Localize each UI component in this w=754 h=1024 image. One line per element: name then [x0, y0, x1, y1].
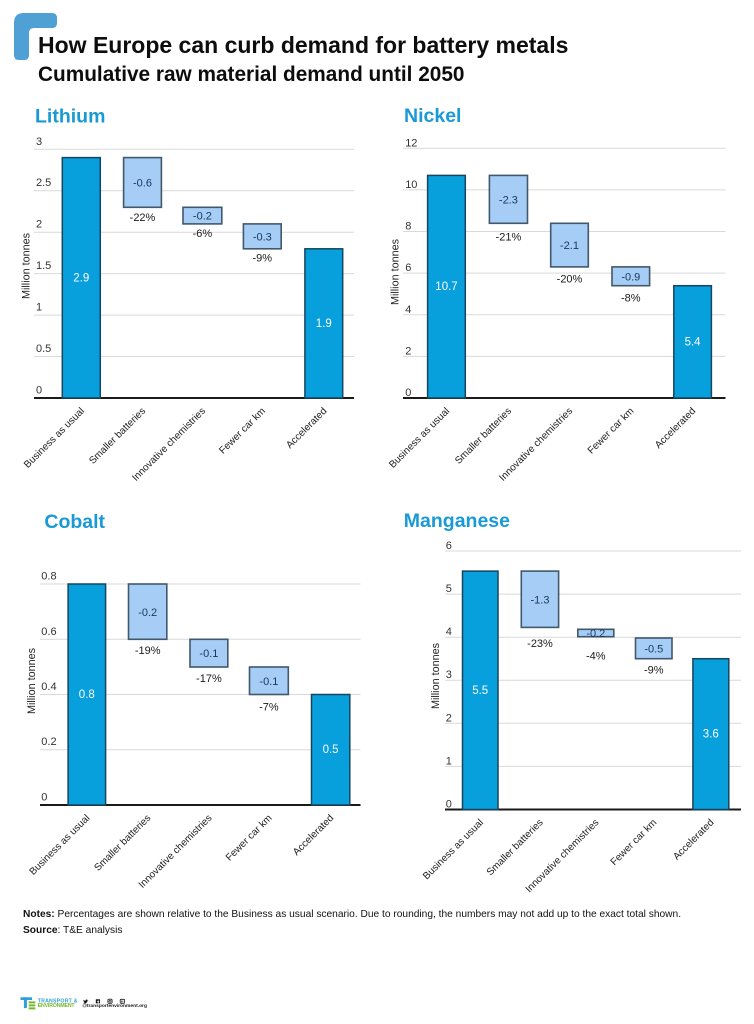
svg-text:-20%: -20%: [557, 274, 583, 286]
svg-text:Cobalt: Cobalt: [44, 511, 105, 533]
svg-text:-8%: -8%: [621, 293, 641, 305]
svg-text:Cumulative raw material demand: Cumulative raw material demand until 205…: [38, 63, 464, 86]
svg-text:TRANSPORT &: TRANSPORT &: [38, 999, 78, 1005]
svg-text:1.5: 1.5: [36, 260, 51, 272]
svg-text:0.2: 0.2: [41, 736, 56, 748]
svg-text:2.9: 2.9: [73, 272, 89, 284]
svg-text:Million tonnes: Million tonnes: [26, 647, 38, 714]
svg-text:0: 0: [36, 385, 42, 397]
svg-text:0.6: 0.6: [41, 626, 56, 638]
svg-text:Nickel: Nickel: [404, 105, 461, 127]
svg-text:-1.3: -1.3: [531, 594, 550, 606]
svg-text:Million tonnes: Million tonnes: [430, 642, 442, 709]
svg-text:0.4: 0.4: [41, 681, 56, 693]
svg-text:-0.1: -0.1: [259, 676, 278, 688]
svg-text:-9%: -9%: [644, 665, 664, 677]
svg-text:-17%: -17%: [196, 673, 222, 685]
svg-text:1: 1: [36, 302, 42, 314]
svg-text:-23%: -23%: [527, 638, 553, 650]
svg-text:2: 2: [446, 712, 452, 724]
svg-text:-4%: -4%: [586, 651, 606, 663]
svg-text:-0.2: -0.2: [193, 211, 212, 223]
svg-text:0.5: 0.5: [323, 744, 339, 756]
svg-text:Source: T&E analysis: Source: T&E analysis: [23, 925, 122, 936]
svg-text:-0.1: -0.1: [199, 648, 218, 660]
svg-text:0: 0: [405, 387, 411, 399]
svg-text:-0.2: -0.2: [586, 628, 605, 640]
svg-text:-9%: -9%: [253, 253, 273, 265]
svg-text:-0.3: -0.3: [253, 232, 272, 244]
svg-text:-0.9: -0.9: [621, 271, 640, 283]
svg-text:Million tonnes: Million tonnes: [21, 232, 33, 299]
svg-text:-7%: -7%: [259, 702, 279, 714]
svg-text:Notes: Percentages are shown r: Notes: Percentages are shown relative to…: [23, 909, 681, 920]
svg-text:2: 2: [405, 345, 411, 357]
svg-text:6: 6: [446, 540, 452, 552]
svg-text:10: 10: [405, 179, 417, 191]
svg-text:3: 3: [36, 136, 42, 148]
svg-text:transportenvironment.org: transportenvironment.org: [87, 1003, 147, 1009]
svg-text:-6%: -6%: [193, 228, 213, 240]
svg-text:10.7: 10.7: [435, 281, 457, 293]
svg-text:-2.3: -2.3: [499, 195, 518, 207]
svg-text:Million tonnes: Million tonnes: [390, 238, 402, 305]
svg-text:0.5: 0.5: [36, 343, 51, 355]
svg-text:Lithium: Lithium: [35, 106, 105, 128]
svg-text:Manganese: Manganese: [404, 510, 510, 532]
svg-text:1.9: 1.9: [316, 318, 332, 330]
svg-text:-19%: -19%: [135, 645, 161, 657]
svg-text:ENVIRONMENT: ENVIRONMENT: [38, 1003, 76, 1009]
svg-text:2.5: 2.5: [36, 177, 51, 189]
svg-text:3.6: 3.6: [703, 729, 719, 741]
svg-text:5: 5: [446, 583, 452, 595]
svg-text:0: 0: [446, 799, 452, 811]
svg-text:0: 0: [41, 792, 47, 804]
svg-text:0.8: 0.8: [79, 689, 95, 701]
svg-text:0.8: 0.8: [41, 571, 56, 583]
svg-text:3: 3: [446, 669, 452, 681]
svg-text:-22%: -22%: [130, 212, 156, 224]
svg-text:How Europe can curb demand for: How Europe can curb demand for battery m…: [38, 32, 568, 58]
svg-text:-2.1: -2.1: [560, 240, 579, 252]
svg-text:12: 12: [405, 137, 417, 149]
svg-text:8: 8: [405, 221, 411, 233]
svg-text:4: 4: [446, 626, 452, 638]
svg-text:5.4: 5.4: [685, 336, 702, 348]
svg-text:-0.5: -0.5: [644, 644, 663, 656]
svg-text:-21%: -21%: [496, 231, 522, 243]
svg-text:4: 4: [405, 304, 411, 316]
svg-text:6: 6: [405, 262, 411, 274]
svg-text:1: 1: [446, 755, 452, 767]
svg-text:-0.2: -0.2: [138, 607, 157, 619]
svg-text:5.5: 5.5: [472, 685, 488, 697]
svg-text:-0.6: -0.6: [133, 178, 152, 190]
svg-text:2: 2: [36, 219, 42, 231]
svg-text:@: @: [82, 1003, 87, 1009]
